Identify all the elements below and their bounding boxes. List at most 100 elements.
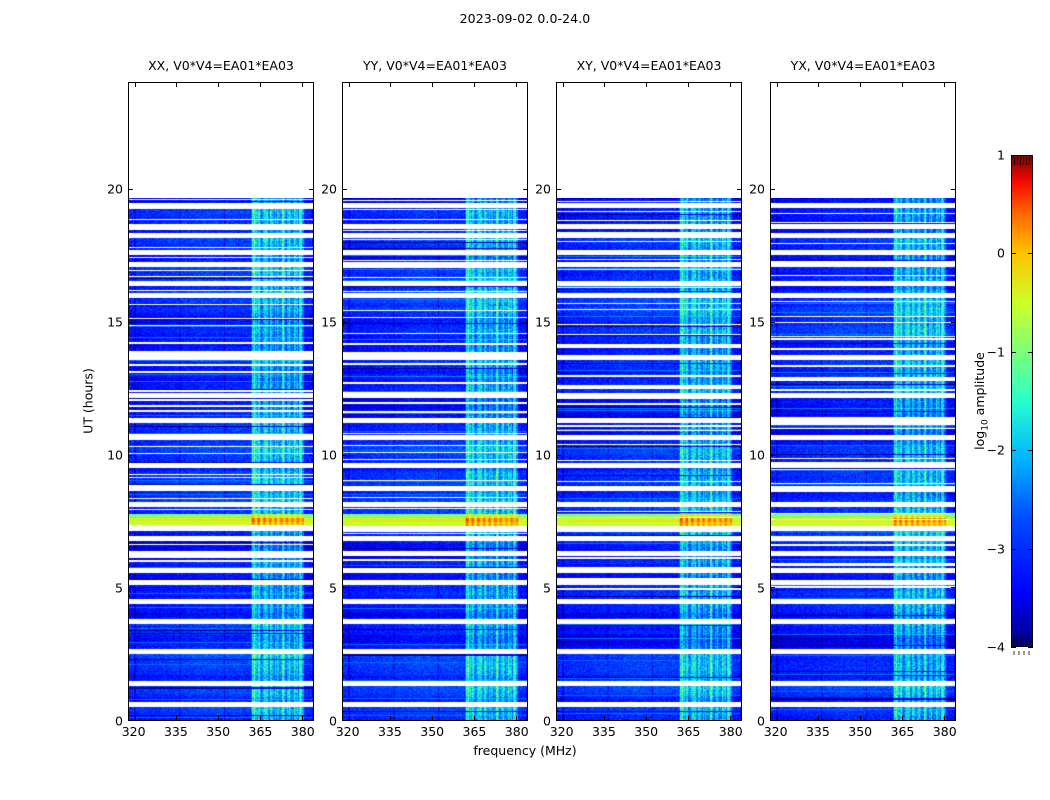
y-tick: [343, 189, 347, 191]
x-tick-top: [260, 83, 262, 87]
colorbar-tick: [1011, 253, 1016, 255]
panel-xy[interactable]: XY, V0*V4=EA01*EA03 320 335 350 365 380 0 5 10 1…: [535, 58, 743, 739]
panel-yx[interactable]: YX, V0*V4=EA01*EA03 320 335 350 365 380 0 5 10 1…: [749, 58, 957, 739]
y-tick-label: 15: [107, 314, 123, 330]
x-tick-top: [348, 83, 350, 87]
spectrum-canvas-xx: [129, 198, 313, 720]
y-tick-label: 5: [115, 580, 123, 596]
panel-title-yx: YX, V0*V4=EA01*EA03: [790, 58, 936, 73]
panel-title-xx: XX, V0*V4=EA01*EA03: [148, 58, 294, 73]
x-tick-label: 350: [206, 724, 231, 739]
colorbar-tick-label: −3: [986, 541, 1005, 557]
y-tick-right: [309, 587, 313, 589]
x-tick-label: 365: [462, 724, 487, 739]
panel-yy[interactable]: YY, V0*V4=EA01*EA03 320 335 350 365 380 0 5 10 1…: [321, 58, 529, 739]
y-tick-label: 0: [329, 713, 337, 729]
spectrum-image-yy: [343, 198, 527, 720]
y-tick-label: 10: [749, 447, 765, 463]
x-tick-label: 380: [290, 724, 315, 739]
x-tick: [776, 716, 778, 720]
panel-title-xy: XY, V0*V4=EA01*EA03: [576, 58, 722, 73]
y-tick: [771, 189, 775, 191]
colorbar-tick-label: 1: [997, 147, 1005, 163]
y-tick: [129, 321, 133, 323]
x-tick: [729, 716, 731, 720]
y-tick-label: 15: [321, 314, 337, 330]
y-tick-right: [309, 720, 313, 721]
colorbar-under-marker: [1013, 651, 1031, 655]
x-tick-label: 335: [377, 724, 402, 739]
x-tick-top: [776, 83, 778, 87]
y-tick-right: [951, 454, 955, 456]
axes-yx[interactable]: [770, 82, 956, 721]
y-tick: [343, 720, 347, 721]
spectrum-image-xx: [129, 198, 313, 720]
y-tick: [771, 321, 775, 323]
y-tick-label: 5: [757, 580, 765, 596]
x-axis-label: frequency (MHz): [473, 743, 577, 758]
axes-xx[interactable]: [128, 82, 314, 721]
y-tick-right: [737, 587, 741, 589]
x-tick-top: [943, 83, 945, 87]
x-tick-top: [729, 83, 731, 87]
colorbar-tick-right: [1028, 647, 1033, 648]
x-tick-label: 335: [805, 724, 830, 739]
x-tick-top: [860, 83, 862, 87]
y-tick-right: [951, 720, 955, 721]
x-tick-label: 335: [163, 724, 188, 739]
x-tick-top: [301, 83, 303, 87]
y-tick: [557, 321, 561, 323]
x-tick: [562, 716, 564, 720]
y-tick: [343, 321, 347, 323]
x-tick: [176, 716, 178, 720]
colorbar-tick: [1011, 548, 1016, 550]
spectrum-canvas-yx: [771, 198, 955, 720]
colorbar-tick: [1011, 647, 1016, 648]
x-tick-label: 320: [763, 724, 788, 739]
y-tick-right: [737, 454, 741, 456]
colorbar-tick-label: −4: [986, 639, 1005, 655]
axes-yy[interactable]: [342, 82, 528, 721]
y-tick-label: 0: [757, 713, 765, 729]
y-tick-right: [523, 454, 527, 456]
colorbar-tick-label: 0: [997, 245, 1005, 261]
x-tick: [515, 716, 517, 720]
colorbar[interactable]: −4 −3 −2 −1 0 1: [987, 148, 1033, 655]
y-tick: [129, 587, 133, 589]
colorbar-label-tail: amplitude: [971, 352, 987, 420]
panel-xx[interactable]: XX, V0*V4=EA01*EA03 320 335 350 365 380 0 5 10 1…: [107, 58, 315, 739]
x-tick: [301, 716, 303, 720]
panel-title-yy: YY, V0*V4=EA01*EA03: [363, 58, 507, 73]
y-tick: [343, 587, 347, 589]
x-tick-label: 365: [890, 724, 915, 739]
figure-suptitle: 2023-09-02 0.0-24.0: [459, 11, 591, 26]
y-tick-right: [737, 720, 741, 721]
colorbar-tick-right: [1028, 155, 1033, 156]
colorbar-label: log10 amplitude: [972, 352, 991, 450]
y-tick: [557, 454, 561, 456]
axes-xy[interactable]: [556, 82, 742, 721]
x-tick-label: 350: [848, 724, 873, 739]
x-tick-label: 320: [549, 724, 574, 739]
y-tick-label: 0: [115, 713, 123, 729]
x-tick: [604, 716, 606, 720]
y-tick-right: [309, 321, 313, 323]
x-tick-label: 320: [335, 724, 360, 739]
y-tick-label: 10: [535, 447, 551, 463]
colorbar-tick: [1011, 155, 1016, 156]
x-tick: [390, 716, 392, 720]
x-tick: [474, 716, 476, 720]
x-tick: [260, 716, 262, 720]
y-tick-right: [523, 587, 527, 589]
colorbar-gradient: [1011, 155, 1033, 647]
x-tick: [348, 716, 350, 720]
colorbar-tick-right: [1028, 253, 1033, 255]
x-tick-top: [134, 83, 136, 87]
y-tick-right: [737, 321, 741, 323]
y-tick: [771, 587, 775, 589]
x-tick-top: [604, 83, 606, 87]
colorbar-over-hatch: [1014, 158, 1032, 165]
y-axis-label: UT (hours): [80, 368, 96, 434]
y-tick: [129, 720, 133, 721]
